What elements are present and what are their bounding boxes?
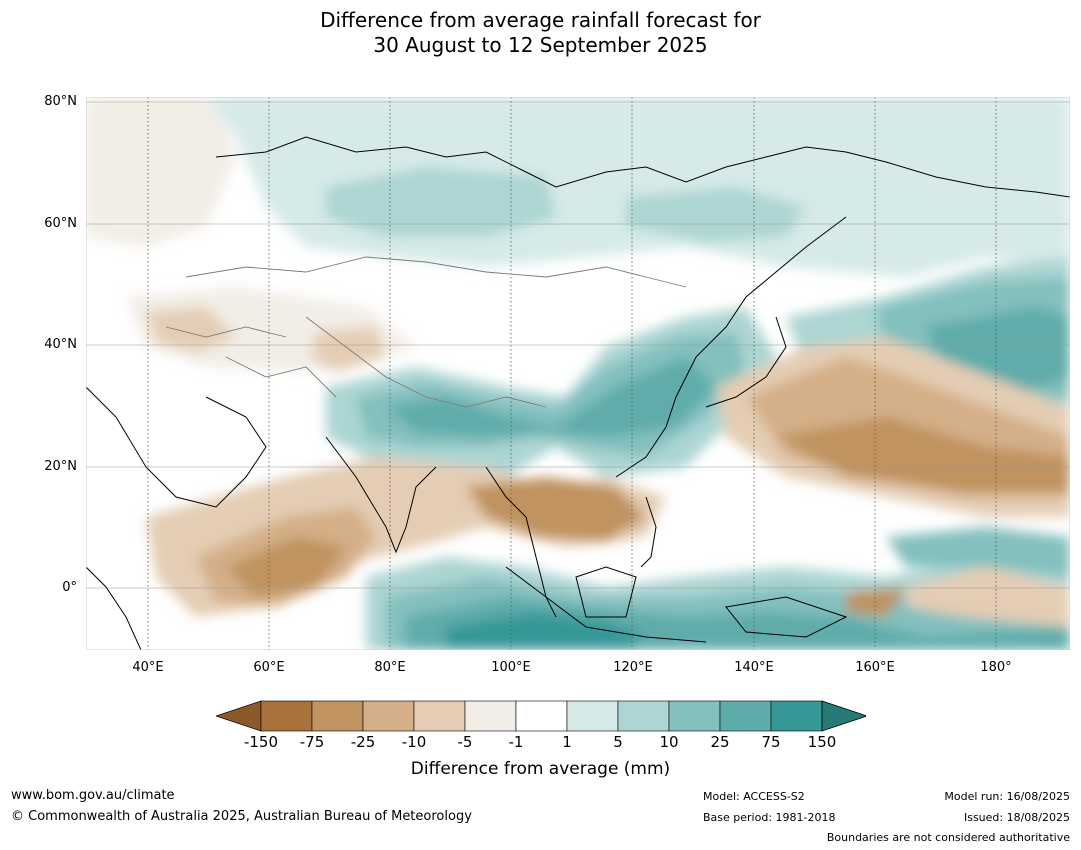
lon-label-180: 180°: [980, 660, 1012, 675]
footer-model: Model: ACCESS-S2: [703, 790, 805, 803]
colorbar-tick-label: -75: [299, 733, 325, 751]
rainfall-anomaly-field: [86, 97, 1070, 650]
colorbar-cell: [770, 700, 823, 732]
colorbar-title: Difference from average (mm): [410, 759, 671, 779]
coastlines: [86, 136, 1070, 650]
lon-label-120e: 120°E: [613, 660, 653, 675]
colorbar-tick-label: 1: [562, 733, 572, 751]
colorbar-cell: [311, 700, 364, 732]
graticule: [86, 101, 1070, 589]
lon-label-80e: 80°E: [374, 660, 406, 675]
lon-label-140e: 140°E: [734, 660, 774, 675]
colorbar-cell: [260, 700, 313, 732]
footer-url[interactable]: www.bom.gov.au/climate: [11, 788, 175, 803]
colorbar-cell: [413, 700, 466, 732]
colorbar-cell: [515, 700, 568, 732]
title-line-1: Difference from average rainfall forecas…: [320, 8, 761, 32]
colorbar-cell: [566, 700, 619, 732]
lon-label-40e: 40°E: [132, 660, 164, 675]
colorbar-tick-label: -150: [243, 733, 279, 751]
footer-copyright: © Commonwealth of Australia 2025, Austra…: [11, 809, 472, 824]
colorbar: [216, 700, 866, 732]
lon-label-60e: 60°E: [253, 660, 285, 675]
forecast-map: [86, 97, 1070, 650]
country-borders: [165, 256, 687, 408]
lat-label-60n: 60°N: [44, 216, 77, 231]
lat-label-80n: 80°N: [44, 94, 77, 109]
colorbar-cell: [668, 700, 721, 732]
colorbar-tick-label: -5: [457, 733, 473, 751]
lat-label-0: 0°: [62, 580, 77, 595]
footer-issued: Issued: 18/08/2025: [963, 811, 1070, 824]
colorbar-tick-label: -10: [401, 733, 427, 751]
lat-label-20n: 20°N: [44, 459, 77, 474]
map-canvas: [86, 97, 1070, 650]
colorbar-cell: [617, 700, 670, 732]
map-title: Difference from average rainfall forecas…: [0, 8, 1081, 58]
colorbar-tick-label: 75: [761, 733, 781, 751]
colorbar-arrow-high: [821, 700, 866, 732]
lon-label-160e: 160°E: [855, 660, 895, 675]
colorbar-tick-label: 150: [807, 733, 837, 751]
title-line-2: 30 August to 12 September 2025: [373, 33, 708, 57]
footer-disclaimer: Boundaries are not considered authoritat…: [826, 831, 1070, 844]
lat-label-40n: 40°N: [44, 337, 77, 352]
colorbar-cell: [362, 700, 415, 732]
colorbar-tick-label: 25: [710, 733, 730, 751]
colorbar-tick-label: -1: [508, 733, 524, 751]
footer-model-run: Model run: 16/08/2025: [944, 790, 1070, 803]
colorbar-tick-label: -25: [350, 733, 376, 751]
colorbar-tick-label: 5: [613, 733, 623, 751]
footer-base-period: Base period: 1981-2018: [703, 811, 836, 824]
colorbar-cell: [464, 700, 517, 732]
colorbar-cell: [719, 700, 772, 732]
colorbar-tick-label: 10: [659, 733, 679, 751]
lon-label-100e: 100°E: [491, 660, 531, 675]
meridians: [147, 97, 997, 650]
colorbar-arrow-low: [216, 700, 262, 732]
